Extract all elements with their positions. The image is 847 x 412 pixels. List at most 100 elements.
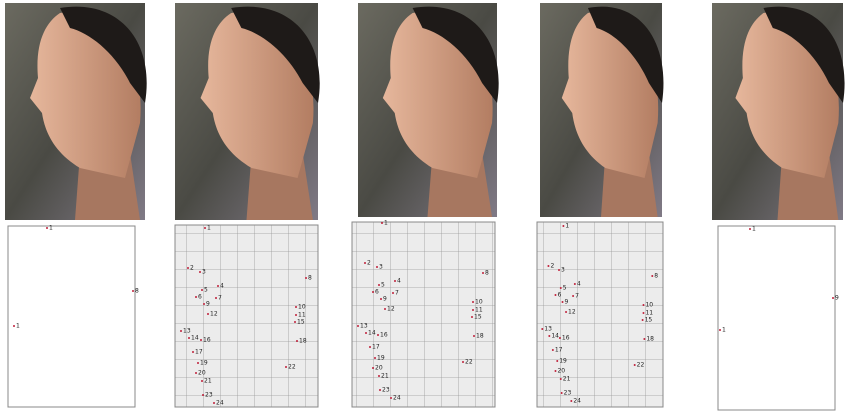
landmark-point xyxy=(188,337,190,339)
landmark-point xyxy=(372,291,374,293)
landmark-label: 12 xyxy=(210,311,218,318)
landmark-point xyxy=(562,225,565,227)
landmark-point xyxy=(472,309,474,311)
landmark-point xyxy=(558,269,560,271)
landmark-point xyxy=(195,372,197,374)
landmark-point xyxy=(199,271,201,273)
landmark-point xyxy=(642,312,645,314)
landmark-point xyxy=(357,325,359,327)
landmark-label: 14 xyxy=(551,333,559,340)
landmark-point xyxy=(719,329,721,331)
landmark-point xyxy=(473,335,475,337)
landmark-label: 15 xyxy=(297,319,305,326)
landmark-point xyxy=(749,228,751,230)
landmark-grid xyxy=(351,221,496,408)
landmark-label: 23 xyxy=(564,390,572,397)
landmark-label: 18 xyxy=(646,336,654,343)
landmark-label: 18 xyxy=(299,338,307,345)
landmark-label: 21 xyxy=(563,376,571,383)
landmark-point xyxy=(633,364,636,366)
landmark-point xyxy=(392,292,394,294)
landmark-label: 19 xyxy=(559,358,567,365)
landmark-label: 20 xyxy=(375,365,383,372)
landmark-label: 24 xyxy=(393,395,401,402)
landmark-label: 11 xyxy=(475,307,483,314)
landmark-label: 19 xyxy=(200,360,208,367)
landmark-label: 20 xyxy=(198,370,206,377)
landmark-point xyxy=(202,394,204,396)
landmark-label: 12 xyxy=(387,306,395,313)
landmark-label: 15 xyxy=(474,314,482,321)
landmark-point xyxy=(560,392,563,394)
landmark-label: 17 xyxy=(372,344,380,351)
landmark-label: 7 xyxy=(575,293,579,300)
landmark-label: 19 xyxy=(377,355,385,362)
landmark-label: 2 xyxy=(550,263,554,270)
landmark-point xyxy=(471,316,473,318)
landmark-point xyxy=(381,222,383,224)
landmark-point xyxy=(541,328,544,330)
landmark-point xyxy=(200,339,202,341)
landmark-point xyxy=(559,378,562,380)
landmark-point xyxy=(364,262,366,264)
landmark-label: 17 xyxy=(555,347,563,354)
hair xyxy=(412,6,499,104)
landmark-label: 9 xyxy=(383,296,387,303)
landmark-point xyxy=(195,296,197,298)
landmark-point xyxy=(547,265,550,267)
landmark-label: 10 xyxy=(645,302,653,309)
landmark-label: 4 xyxy=(397,278,401,285)
landmark-label: 10 xyxy=(475,299,483,306)
landmark-point xyxy=(296,340,298,342)
landmark-point xyxy=(551,349,554,351)
landmark-grid xyxy=(536,221,664,408)
landmark-label: 16 xyxy=(203,337,211,344)
landmark-point xyxy=(378,375,380,377)
landmark-label: 22 xyxy=(465,359,473,366)
landmark-label: 20 xyxy=(557,368,565,375)
landmark-label: 16 xyxy=(562,335,570,342)
landmark-point xyxy=(192,351,194,353)
hair xyxy=(60,6,147,104)
landmark-label: 4 xyxy=(220,283,224,290)
landmark-label: 5 xyxy=(381,282,385,289)
landmark-point xyxy=(394,280,396,282)
landmark-point xyxy=(554,370,557,372)
landmark-point xyxy=(643,338,646,340)
landmark-label: 23 xyxy=(382,387,390,394)
landmark-label: 16 xyxy=(380,332,388,339)
landmark-grid xyxy=(174,224,319,408)
landmark-label: 2 xyxy=(190,265,194,272)
landmark-label: 23 xyxy=(205,392,213,399)
landmark-point xyxy=(572,295,575,297)
landmark-point xyxy=(213,402,215,404)
landmark-label: 1 xyxy=(722,327,726,334)
landmark-point xyxy=(570,400,573,402)
landmark-label: 1 xyxy=(752,226,756,233)
landmark-label: 6 xyxy=(198,294,202,301)
landmark-label: 10 xyxy=(298,304,306,311)
landmark-point xyxy=(554,294,557,296)
landmark-label: 21 xyxy=(204,378,212,385)
landmark-label: 6 xyxy=(375,289,379,296)
landmark-point xyxy=(482,272,484,274)
landmark-label: 9 xyxy=(835,295,839,302)
landmark-point xyxy=(201,380,203,382)
landmark-label: 13 xyxy=(183,328,191,335)
landmark-label: 9 xyxy=(565,299,569,306)
landmark-label: 18 xyxy=(476,333,484,340)
landmark-label: 1 xyxy=(384,220,388,227)
landmark-point xyxy=(472,301,474,303)
landmark-point xyxy=(46,227,48,229)
landmark-point xyxy=(384,308,386,310)
landmark-point xyxy=(377,334,379,336)
landmark-point xyxy=(379,389,381,391)
landmark-label: 5 xyxy=(563,285,567,292)
landmark-label: 1 xyxy=(207,225,211,232)
landmark-label: 4 xyxy=(577,281,581,288)
landmark-label: 17 xyxy=(195,349,203,356)
landmark-point xyxy=(641,319,644,321)
landmark-label: 3 xyxy=(202,269,206,276)
landmark-point xyxy=(390,397,392,399)
